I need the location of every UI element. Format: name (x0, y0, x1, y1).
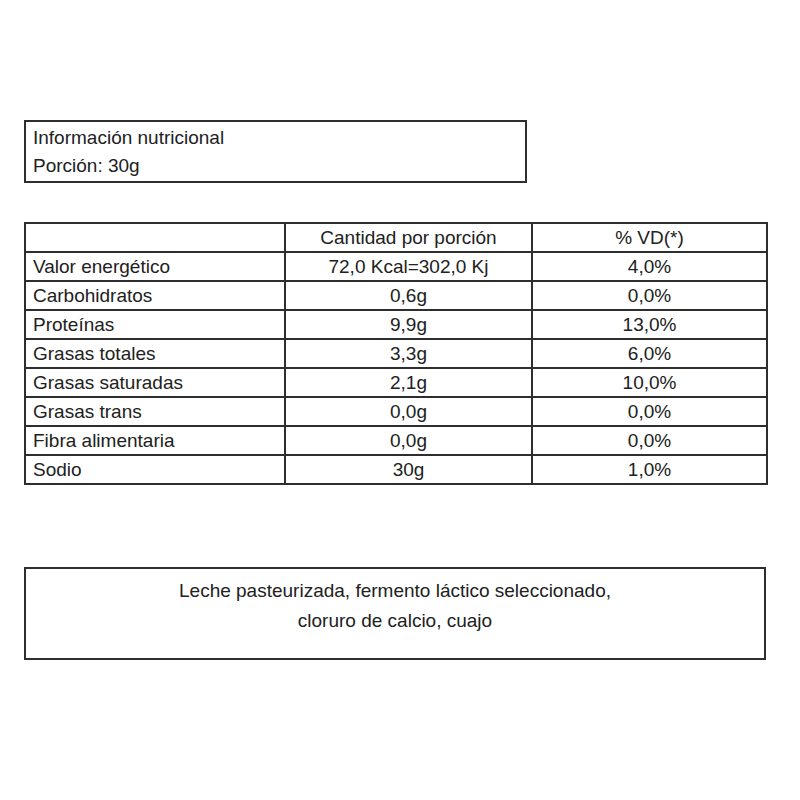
nutrient-vd: 1,0% (532, 455, 767, 484)
nutrient-label: Grasas totales (25, 339, 285, 368)
table-row: Grasas saturadas 2,1g 10,0% (25, 368, 767, 397)
nutrient-amount: 3,3g (285, 339, 532, 368)
nutrient-vd: 0,0% (532, 281, 767, 310)
nutrient-label: Sodio (25, 455, 285, 484)
nutrient-amount: 9,9g (285, 310, 532, 339)
nutrition-table: Cantidad por porción % VD(*) Valor energ… (24, 222, 768, 485)
nutrient-vd: 4,0% (532, 252, 767, 281)
nutrient-amount: 72,0 Kcal=302,0 Kj (285, 252, 532, 281)
column-header-empty (25, 223, 285, 252)
nutrient-label: Valor energético (25, 252, 285, 281)
table-row: Carbohidratos 0,6g 0,0% (25, 281, 767, 310)
nutrient-label: Fibra alimentaria (25, 426, 285, 455)
table-row: Fibra alimentaria 0,0g 0,0% (25, 426, 767, 455)
nutrient-label: Grasas saturadas (25, 368, 285, 397)
nutrient-label: Proteínas (25, 310, 285, 339)
nutrient-vd: 0,0% (532, 397, 767, 426)
nutrient-vd: 6,0% (532, 339, 767, 368)
table-row: Grasas totales 3,3g 6,0% (25, 339, 767, 368)
nutrient-label: Carbohidratos (25, 281, 285, 310)
table-row: Sodio 30g 1,0% (25, 455, 767, 484)
nutrient-amount: 2,1g (285, 368, 532, 397)
column-header-amount: Cantidad por porción (285, 223, 532, 252)
nutrient-amount: 30g (285, 455, 532, 484)
column-header-vd: % VD(*) (532, 223, 767, 252)
portion-label: Porción: 30g (33, 152, 518, 180)
page-title: Información nutricional (33, 124, 518, 152)
table-row: Proteínas 9,9g 13,0% (25, 310, 767, 339)
nutrient-vd: 13,0% (532, 310, 767, 339)
ingredients-box: Leche pasteurizada, fermento láctico sel… (24, 567, 766, 660)
nutrient-label: Grasas trans (25, 397, 285, 426)
ingredients-line-2: cloruro de calcio, cuajo (26, 606, 764, 636)
nutrient-amount: 0,6g (285, 281, 532, 310)
nutrient-vd: 0,0% (532, 426, 767, 455)
table-row: Valor energético 72,0 Kcal=302,0 Kj 4,0% (25, 252, 767, 281)
nutrient-vd: 10,0% (532, 368, 767, 397)
nutrition-info-header-box: Información nutricional Porción: 30g (24, 120, 527, 183)
nutrient-amount: 0,0g (285, 397, 532, 426)
table-header-row: Cantidad por porción % VD(*) (25, 223, 767, 252)
nutrient-amount: 0,0g (285, 426, 532, 455)
table-row: Grasas trans 0,0g 0,0% (25, 397, 767, 426)
ingredients-line-1: Leche pasteurizada, fermento láctico sel… (26, 576, 764, 606)
